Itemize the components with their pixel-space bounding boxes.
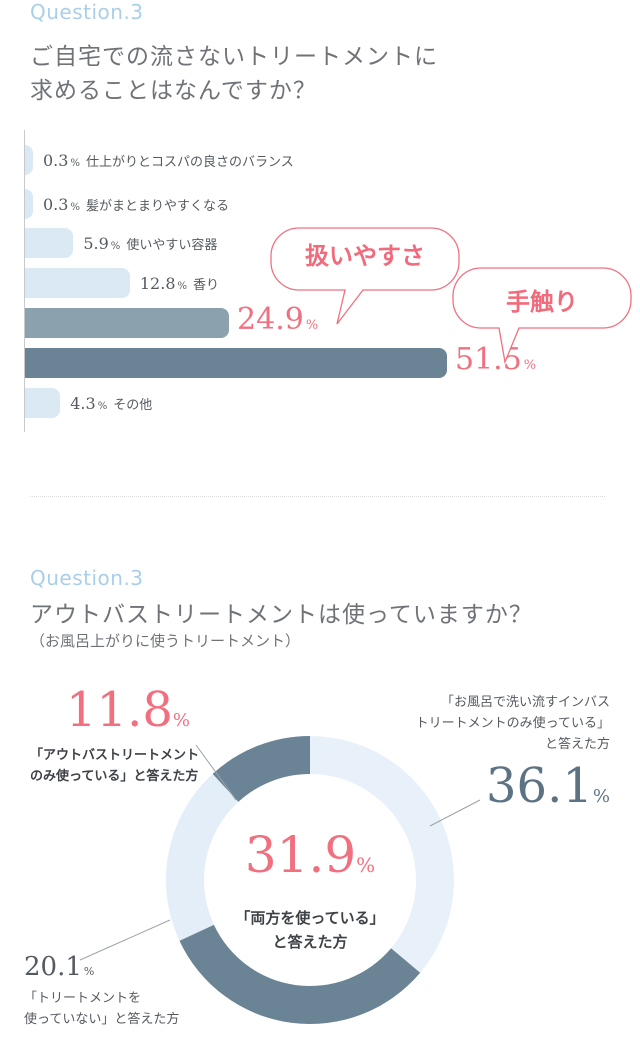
bar-unit-6: % (97, 401, 108, 412)
bar-1 (25, 189, 33, 219)
bubble-1-shape (270, 227, 460, 325)
annotation-36-1-pct: % (592, 786, 610, 807)
donut-slice-1 (310, 736, 455, 973)
annotation-20-1-number: 20.1 (24, 952, 82, 982)
annotation-11-8-pct: % (172, 710, 190, 731)
question-label-2: Question.3 (30, 566, 144, 590)
bar-label-6: 4.3% その他 (70, 394, 152, 413)
bar-unit-5: % (523, 358, 537, 373)
bar-label-3: 12.8% 香り (140, 274, 219, 293)
bar-label-2: 5.9% 使いやすい容器 (83, 234, 217, 253)
annotation-20-1-label: 「トリートメントを 使っていない」と答えた方 (24, 988, 179, 1030)
bar-label-0: 0.3% 仕上がりとコスパの良さのバランス (43, 151, 294, 170)
bar-value-2: 5.9 (83, 234, 109, 253)
donut-slice-0 (179, 924, 421, 1024)
bubble-1-svg (270, 227, 460, 325)
donut-center-line1: 「両方を使っている」 (235, 909, 385, 927)
question-title-2: アウトバストリートメントは使っていますか？ (30, 602, 533, 628)
bar-category-1: 髪がまとまりやすくなる (85, 199, 229, 214)
bar-value-4: 24.9 (237, 302, 304, 337)
question-subtitle-2: （お風呂上がりに使うトリートメント） (30, 632, 301, 650)
bar-5 (25, 348, 447, 378)
leader-line-0 (195, 744, 237, 801)
annotation-36-1-line3: と答えた方 (544, 737, 610, 752)
bar-value-6: 4.3 (70, 394, 96, 413)
bubble-2-text: 手触り (506, 288, 578, 316)
annotation-36-1-line1: 「お風呂で洗い流すインバス (440, 695, 610, 710)
donut-center-pct: % (356, 853, 376, 877)
annotation-11-8-line1: 「アウトバストリートメント (30, 748, 200, 763)
annotation-36-1-line2: トリートメントのみ使っている」 (415, 716, 610, 731)
annotation-20-1-line1: 「トリートメントを (24, 991, 142, 1006)
annotation-36-1-number: 36.1 (486, 758, 593, 814)
donut-center-line2: と答えた方 (272, 933, 348, 951)
bubble-1-text: 扱いやすさ (305, 242, 425, 270)
annotation-20-1-pct: % (83, 965, 95, 978)
bar-unit-4: % (305, 318, 319, 333)
section-divider (30, 496, 605, 497)
bar-value-3: 12.8 (139, 274, 176, 293)
question-title-line1: ご自宅での流さないトリートメントに (30, 44, 438, 70)
donut-slice-2 (212, 736, 310, 802)
bar-3 (25, 268, 130, 298)
annotation-11-8-label: 「アウトバストリートメント のみ使っている」と答えた方 (30, 745, 199, 787)
annotation-20-1-value: 20.1% (24, 952, 94, 982)
bar-6 (25, 388, 61, 418)
annotation-20-1-line2: 使っていない」と答えた方 (24, 1012, 180, 1027)
bar-unit-3: % (177, 281, 188, 292)
bar-unit-0: % (70, 158, 80, 169)
bar-category-0: 仕上がりとコスパの良さのバランス (85, 155, 294, 170)
bar-category-3: 香り (193, 278, 220, 293)
bar-4 (25, 308, 230, 338)
bar-value-0: 0.3 (43, 151, 69, 170)
donut-center-number: 31.9 (244, 826, 357, 884)
bar-2 (25, 228, 74, 258)
donut-slice-3 (165, 773, 239, 941)
annotation-11-8-number: 11.8 (66, 682, 173, 738)
bar-chart-axis (24, 130, 25, 432)
donut-center-value: 31.9% (210, 826, 410, 884)
question-title-line2: 求めることはなんですか？ (30, 78, 317, 104)
annotation-36-1-label: 「お風呂で洗い流すインバス トリートメントのみ使っている」 と答えた方 (350, 692, 610, 755)
bar-label-4: 24.9% (237, 302, 318, 337)
bar-category-6: その他 (113, 398, 153, 413)
annotation-11-8-line2: のみ使っている」と答えた方 (30, 769, 199, 784)
bar-unit-1: % (70, 202, 80, 213)
bar-0 (25, 145, 33, 175)
question-label: Question.3 (30, 0, 144, 24)
question-title: ご自宅での流さないトリートメントに 求めることはなんですか？ (30, 40, 438, 108)
bar-category-2: 使いやすい容器 (126, 238, 218, 253)
annotation-36-1-value: 36.1% (420, 758, 610, 814)
bar-label-1: 0.3% 髪がまとまりやすくなる (43, 195, 229, 214)
bar-unit-2: % (110, 241, 121, 252)
leader-line-1 (429, 799, 481, 827)
leader-line-2 (79, 919, 171, 961)
bubble-2-svg (452, 267, 632, 365)
bubble-2-shape (452, 267, 632, 365)
donut-center-label: 「両方を使っている」 と答えた方 (210, 906, 410, 954)
annotation-11-8-value: 11.8% (66, 682, 190, 738)
bar-value-1: 0.3 (43, 195, 69, 214)
